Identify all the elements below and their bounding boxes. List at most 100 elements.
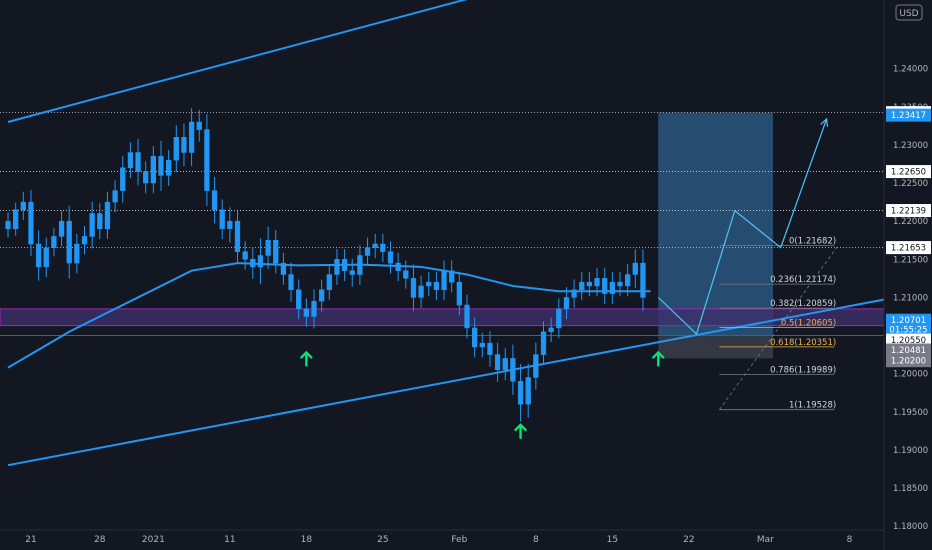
fib-level-label: 1(1.19528) — [789, 401, 836, 411]
candle-body — [502, 358, 508, 371]
candle-body — [28, 201, 34, 245]
candle-body — [127, 152, 134, 169]
candle-body — [418, 285, 424, 298]
price-axis-background[interactable] — [884, 0, 932, 550]
price-tag-bg — [886, 343, 931, 357]
price-tag-label: 1.20701 — [891, 316, 926, 326]
candle-body — [5, 220, 11, 230]
candle-body — [372, 243, 378, 249]
candle-body — [357, 255, 363, 275]
candles — [5, 108, 646, 422]
candle-body — [280, 262, 287, 275]
candle-body — [456, 281, 463, 306]
candle-body — [188, 121, 195, 153]
candle-body — [449, 270, 455, 283]
candle-body — [410, 278, 417, 298]
price-tick-label: 1.21000 — [893, 293, 928, 303]
candle-body — [517, 381, 524, 405]
up-arrows — [300, 350, 665, 440]
price-tick-label: 1.19000 — [893, 446, 928, 456]
price-tick-label: 1.21500 — [893, 255, 928, 265]
candle-body — [349, 270, 355, 275]
candle-body — [242, 251, 248, 260]
price-tick-label: 1.18000 — [893, 522, 928, 532]
price-tag-bg — [886, 165, 931, 179]
candle-body — [540, 331, 547, 355]
price-tick-label: 1.18500 — [893, 484, 928, 494]
candle-body — [89, 213, 95, 237]
candle-body — [334, 259, 340, 275]
candle-body — [487, 342, 493, 355]
candle-body — [525, 377, 531, 405]
fib-trend-line — [719, 245, 839, 410]
time-tick-label: 8 — [847, 535, 853, 545]
candle-body — [250, 259, 256, 268]
fib-level-label: 0.5(1.20605) — [781, 319, 836, 329]
candle-body — [556, 308, 562, 329]
candle-body — [609, 281, 616, 294]
candle-body — [472, 327, 478, 348]
candle-body — [594, 278, 600, 287]
candle-body — [166, 159, 172, 176]
candle-body — [632, 262, 638, 275]
candle-body — [311, 300, 317, 317]
price-tag-bg — [886, 354, 931, 368]
fib-level-label: 0.236(1.21174) — [770, 275, 836, 285]
position-zones — [658, 112, 773, 359]
up-arrow-icon — [514, 423, 527, 440]
support-band — [0, 308, 885, 337]
candle-body — [303, 308, 310, 317]
candle-body — [43, 247, 49, 268]
candle-body — [625, 274, 631, 287]
stop-zone — [658, 336, 773, 359]
candle-body — [143, 171, 149, 184]
candle-body — [120, 167, 126, 191]
currency-badge[interactable]: USD — [895, 4, 923, 21]
trend-channel[interactable] — [7, 0, 896, 467]
price-tag-label: 01:55:25 — [889, 325, 927, 335]
projection-path[interactable] — [657, 117, 829, 336]
candle-body — [288, 274, 294, 291]
candle-body — [74, 243, 80, 264]
candle-body — [296, 289, 302, 310]
fib-level-label: 0.382(1.20859) — [770, 299, 836, 309]
candle-body — [563, 297, 570, 310]
time-tick-label: 2021 — [142, 535, 165, 545]
price-tag-label: 1.20481 — [891, 346, 926, 356]
candle-body — [426, 281, 432, 287]
price-tick-label: 1.22000 — [893, 217, 928, 227]
candle-body — [104, 201, 111, 230]
fib-level-label: 0.786(1.19989) — [770, 366, 836, 376]
candle-body — [319, 289, 325, 302]
candle-body — [395, 262, 401, 271]
candle-body — [602, 278, 608, 294]
candle-body — [173, 137, 179, 161]
price-tick-label: 1.23000 — [893, 141, 928, 151]
time-tick-label: 15 — [607, 535, 618, 545]
channel-upper-line — [7, 0, 468, 123]
price-tag-label: 1.21653 — [891, 244, 926, 254]
up-arrow-icon — [652, 350, 665, 367]
price-tag-label: 1.22139 — [891, 207, 926, 217]
price-tag-label: 1.20550 — [891, 336, 926, 346]
candle-body — [364, 247, 371, 256]
candle-body — [640, 262, 646, 298]
candle-body — [51, 236, 57, 249]
candle-body — [135, 152, 141, 172]
candle-body — [326, 274, 332, 291]
candle-body — [265, 239, 271, 256]
candle-body — [380, 243, 386, 252]
candle-body — [219, 209, 225, 230]
projection-line — [657, 118, 828, 336]
time-axis-ticks[interactable]: 21 28 2021 11 18 25 Feb 8 15 22 Mar 8 — [25, 535, 852, 545]
candle-body — [617, 281, 623, 287]
up-arrow-icon — [300, 350, 313, 367]
candle-body — [433, 281, 440, 291]
candle-body — [150, 156, 156, 184]
time-tick-label: 28 — [94, 535, 106, 545]
candle-body — [112, 190, 118, 203]
candle-body — [586, 281, 593, 287]
fib-level-label: 0(1.21682) — [789, 236, 836, 246]
fib-retracement[interactable]: 0(1.21682) 0.236(1.21174) 0.382(1.20859) 0.… — [719, 236, 839, 411]
